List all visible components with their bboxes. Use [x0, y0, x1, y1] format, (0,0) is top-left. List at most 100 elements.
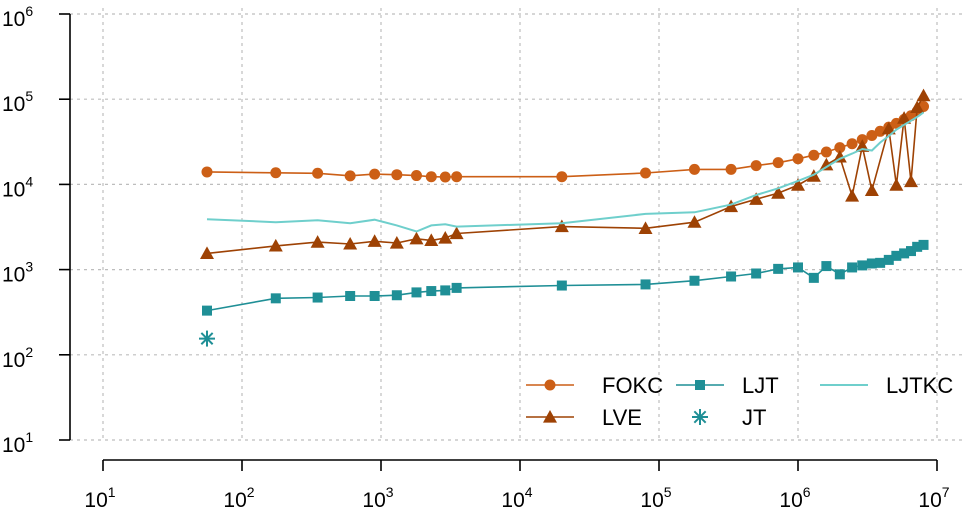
legend-label: LJT	[742, 373, 779, 398]
point-ljt	[891, 250, 902, 261]
point-fokc	[792, 153, 804, 165]
legend-swatch-marker	[543, 410, 557, 423]
point-fokc	[725, 163, 737, 175]
legend-item-lve: LVE	[526, 405, 642, 430]
point-ljt	[866, 258, 877, 269]
point-lve	[832, 149, 847, 163]
y-tick-label: 102	[2, 344, 33, 372]
x-tick-label: 104	[501, 484, 532, 512]
point-ljt	[556, 280, 567, 291]
legend-swatch-marker	[692, 409, 708, 425]
y-tick-label: 101	[2, 429, 33, 457]
point-lve	[897, 111, 912, 124]
point-ljt	[312, 292, 323, 303]
point-fokc	[688, 163, 700, 175]
y-tick-label: 105	[2, 88, 33, 116]
point-lve	[268, 238, 283, 252]
point-lve	[438, 230, 453, 244]
point-lve	[903, 174, 918, 188]
legend-item-ljtkc: LJTKC	[820, 373, 953, 398]
x-tick-label: 103	[362, 484, 393, 512]
point-ljt	[808, 272, 819, 283]
series-jt	[198, 330, 215, 347]
point-ljt	[912, 241, 923, 252]
legend-swatch-marker	[695, 380, 705, 390]
point-ljt	[369, 290, 380, 301]
legend-label: LVE	[602, 405, 642, 430]
point-fokc	[201, 166, 213, 178]
point-lve	[881, 121, 896, 135]
point-lve	[864, 183, 879, 197]
point-ljt	[905, 246, 916, 257]
point-lve	[310, 235, 325, 248]
x-tick-label: 107	[918, 484, 949, 512]
series-lve	[199, 88, 931, 259]
series-line-fokc	[206, 105, 924, 178]
point-ljt	[726, 271, 737, 282]
x-tick-label: 101	[84, 484, 115, 512]
point-fokc	[451, 171, 463, 183]
point-ljt	[857, 260, 868, 271]
point-ljt	[793, 262, 803, 273]
point-lve	[424, 233, 439, 247]
point-fokc	[750, 160, 762, 172]
point-lve	[343, 236, 358, 250]
point-lve	[791, 178, 805, 191]
point-ljt	[451, 282, 462, 293]
point-lve	[449, 226, 464, 240]
point-fokc	[808, 149, 820, 161]
y-tick-label: 104	[2, 173, 33, 201]
y-tick-label: 103	[2, 259, 33, 287]
point-lve	[554, 219, 569, 233]
point-lve	[916, 88, 931, 102]
point-ljt	[201, 305, 212, 316]
point-ljt	[689, 275, 700, 286]
point-ljt	[270, 293, 281, 304]
point-fokc	[312, 167, 324, 179]
series-ljtkc	[206, 111, 925, 233]
point-ljt	[391, 290, 402, 301]
point-fokc	[820, 146, 832, 158]
x-tick-label: 102	[223, 484, 254, 512]
point-fokc	[270, 167, 282, 179]
point-ljt	[411, 287, 422, 298]
legend-label: LJTKC	[886, 373, 953, 398]
series-ljt	[201, 239, 929, 316]
point-fokc	[834, 142, 846, 154]
point-ljt	[751, 268, 762, 279]
x-tick-label: 106	[779, 484, 810, 512]
x-tick-label: 105	[640, 484, 671, 512]
point-fokc	[344, 170, 356, 182]
point-fokc	[410, 170, 422, 182]
point-lve	[819, 157, 834, 171]
legend-label: FOKC	[602, 373, 663, 398]
point-fokc	[846, 138, 858, 150]
point-lve	[409, 231, 424, 245]
axes: 101 102 103 104 105 106 107 101 102 103 104 105 106	[2, 3, 950, 512]
point-lve	[889, 178, 904, 191]
point-fokc	[772, 157, 784, 169]
point-lve	[771, 186, 786, 199]
point-fokc	[556, 171, 568, 183]
legend-item-jt: JT	[692, 405, 766, 430]
legend-label: JT	[742, 405, 766, 430]
point-lve	[845, 189, 860, 202]
point-ljt	[899, 248, 910, 259]
y-tick-label: 106	[2, 3, 33, 31]
point-fokc	[369, 168, 381, 180]
point-ljt	[834, 269, 845, 280]
point-jt	[198, 330, 215, 347]
legend: FOKC LJT LJTKC LVE JT	[526, 373, 953, 430]
point-ljt	[345, 290, 356, 301]
point-lve	[389, 236, 404, 249]
legend-item-ljt: LJT	[676, 373, 779, 398]
point-lve	[367, 234, 382, 247]
point-lve	[638, 221, 653, 234]
point-fokc	[439, 171, 451, 183]
point-ljt	[426, 286, 437, 297]
point-ljt	[773, 263, 784, 274]
point-lve	[910, 100, 925, 114]
series-line-ljtkc	[206, 111, 925, 233]
point-lve	[687, 215, 702, 228]
point-ljt	[440, 285, 451, 296]
